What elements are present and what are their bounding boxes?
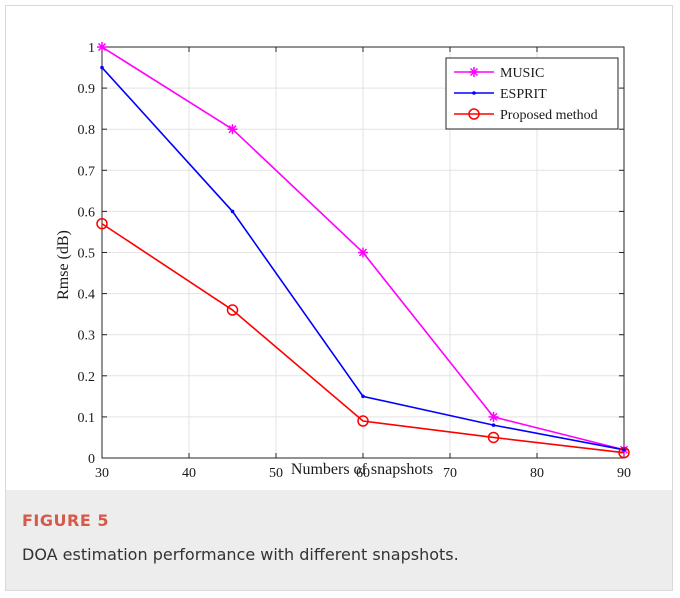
x-tick-label: 60	[356, 466, 370, 481]
y-tick-label: 0.6	[78, 205, 96, 220]
figure-label: FIGURE 5	[22, 511, 109, 530]
legend-item: ESPRIT	[454, 87, 547, 102]
marker-circle	[468, 108, 480, 120]
legend: MUSIC ESPRIT Proposed method	[445, 57, 619, 130]
marker-stroke	[489, 412, 498, 421]
y-tick-label: 1	[88, 41, 95, 56]
marker-stroke	[228, 125, 237, 134]
marker-circle	[357, 415, 369, 427]
marker-stroke	[358, 248, 368, 257]
marker-asterisk	[469, 67, 479, 77]
legend-label: ESPRIT	[500, 87, 547, 102]
marker-circle	[487, 431, 500, 444]
axes: 30 40 50 60 70 80 90 0 0.1 0.2 0.3 0.4 0.5 0.6 0.7 0.8 0…	[78, 41, 632, 481]
marker-dot	[622, 447, 626, 452]
marker-circle	[618, 446, 630, 459]
marker-dot	[491, 423, 496, 427]
y-tick-label: 0.3	[78, 329, 96, 344]
caption-area	[6, 490, 672, 590]
y-tick-label: 0.4	[78, 288, 96, 303]
marker-dot	[361, 394, 365, 399]
y-tick-label: 0.2	[78, 370, 96, 385]
x-tick-label: 90	[617, 466, 631, 481]
marker-asterisk	[227, 124, 238, 135]
marker-stroke	[469, 67, 479, 77]
series-line	[101, 223, 625, 454]
marker-stroke	[97, 42, 107, 52]
legend-item: MUSIC	[454, 66, 544, 81]
series-layer	[96, 42, 630, 459]
legend-item: Proposed method	[454, 108, 598, 123]
marker-circle	[96, 217, 108, 230]
y-tick-label: 0.1	[78, 411, 96, 426]
y-tick-label: 0.5	[78, 247, 96, 262]
y-tick-label: 0	[88, 452, 95, 467]
legend-label: Proposed method	[500, 108, 598, 123]
y-tick-label: 0.7	[78, 164, 96, 179]
y-tick-label: 0.9	[78, 82, 96, 97]
y-axis-label: Rmse (dB)	[55, 230, 72, 300]
x-tick-label: 30	[95, 466, 109, 481]
marker-dot	[230, 209, 235, 214]
marker-asterisk	[358, 247, 368, 258]
x-tick-label: 40	[182, 466, 196, 481]
x-axis-label: Numbers of snapshots	[291, 461, 433, 478]
x-tick-label: 50	[269, 466, 283, 481]
marker-dot	[100, 65, 104, 70]
figure-caption: DOA estimation performance with differen…	[22, 545, 459, 564]
marker-circle	[226, 304, 239, 316]
line-chart: 30 40 50 60 70 80 90 0 0.1 0.2 0.3 0.4 0.5 0.6 0.7 0.8 0…	[55, 41, 632, 481]
marker-asterisk	[488, 411, 499, 422]
marker-asterisk	[97, 42, 107, 52]
series-esprit	[100, 65, 626, 452]
series-proposed-method	[96, 217, 630, 459]
marker-dot	[472, 91, 476, 95]
x-tick-label: 70	[443, 466, 457, 481]
legend-label: MUSIC	[500, 66, 544, 81]
x-tick-label: 80	[530, 466, 544, 481]
y-tick-label: 0.8	[78, 123, 96, 138]
